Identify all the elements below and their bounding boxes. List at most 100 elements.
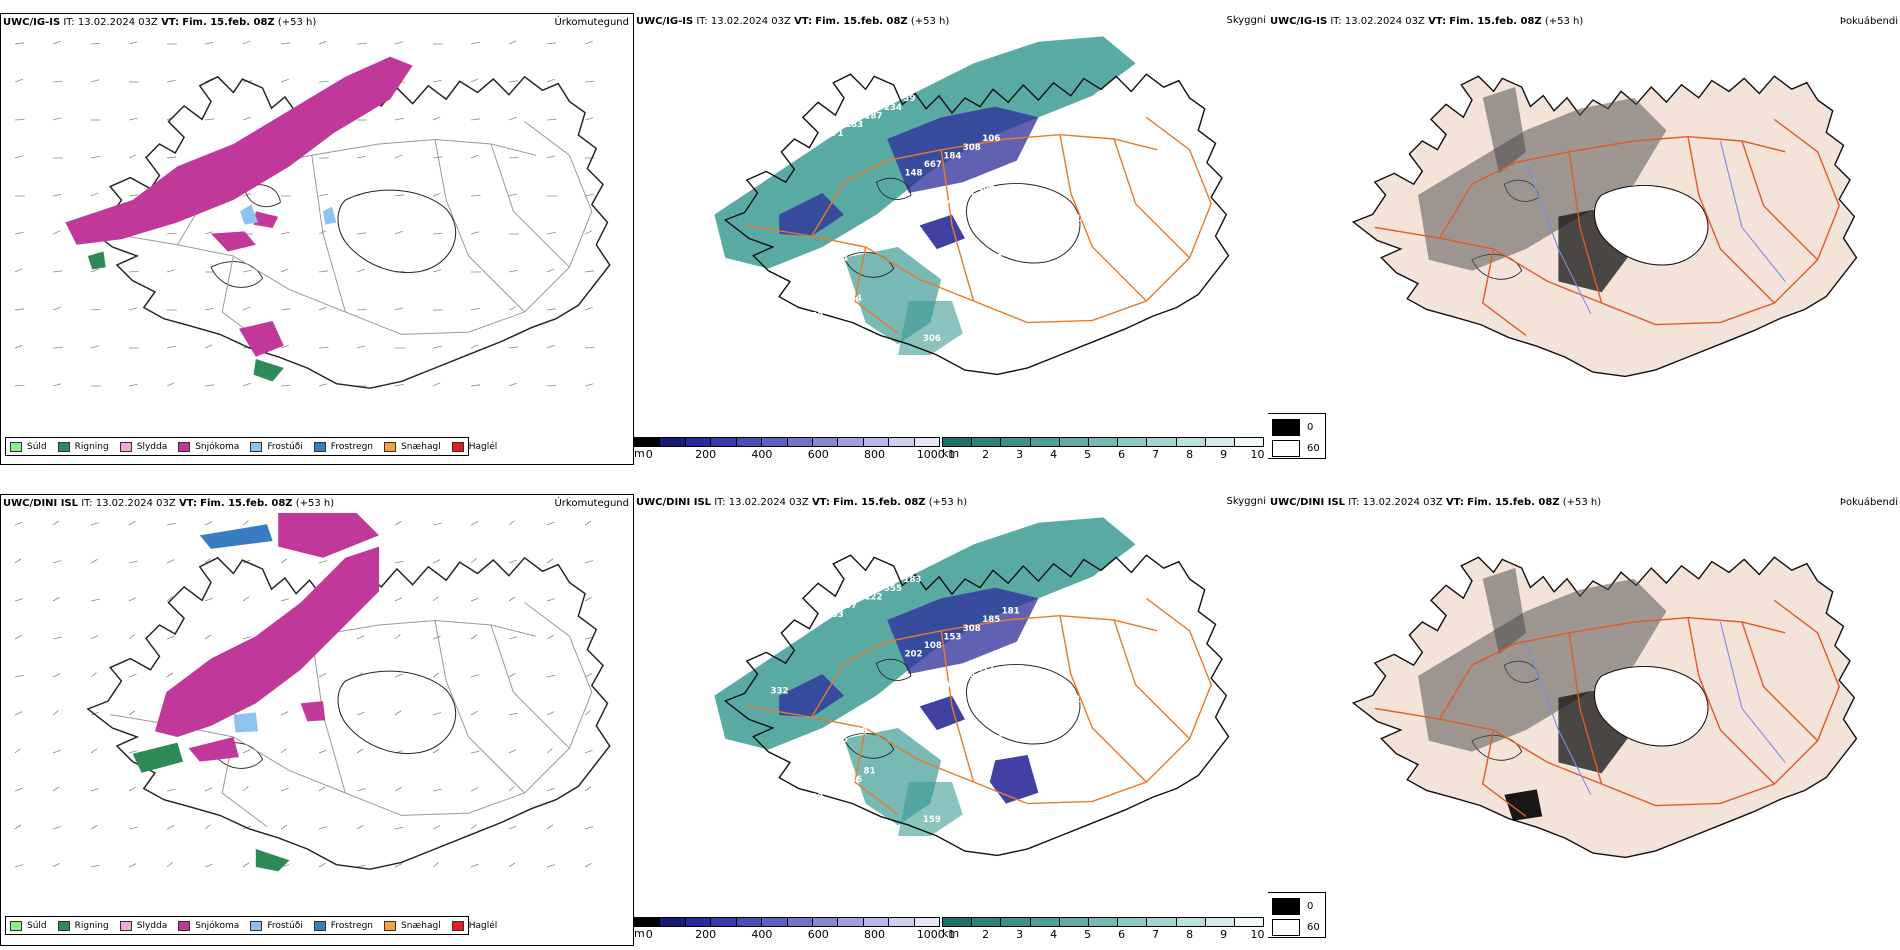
wind-barb xyxy=(14,598,24,602)
wind-barb xyxy=(394,863,403,868)
colorbar-cell xyxy=(1088,438,1119,446)
road-line xyxy=(1568,151,1603,304)
wind-barb xyxy=(14,308,25,311)
legend-label: Snæhagl xyxy=(401,920,441,931)
wind-barb xyxy=(432,825,441,830)
river-line xyxy=(1719,621,1786,763)
colorbar-cell xyxy=(685,438,712,446)
ceiling-value-label: 159 xyxy=(923,815,941,825)
snow-area xyxy=(65,56,413,245)
colorbar-unit: m xyxy=(634,927,645,940)
wind-barb xyxy=(166,596,173,602)
wind-barb xyxy=(242,40,251,45)
wind-barb xyxy=(508,382,517,387)
wind-barb xyxy=(508,786,515,792)
wind-barb xyxy=(356,711,365,716)
wind-barb xyxy=(508,520,515,526)
fog-legend-row: 60 xyxy=(1272,440,1320,457)
wind-barb xyxy=(470,558,477,564)
legend-label: Snjókoma xyxy=(195,920,240,931)
wind-barb xyxy=(280,748,287,754)
wind-barb xyxy=(280,308,291,311)
ceiling-value-label: 108 xyxy=(924,641,942,651)
colorbar-cell xyxy=(889,918,915,926)
wind-barb xyxy=(584,306,593,311)
road-line xyxy=(940,149,975,302)
ceiling-value-label: 251 xyxy=(996,655,1014,665)
ceiling-value-label: 184 xyxy=(943,151,961,161)
wind-barb xyxy=(242,382,251,387)
legend-swatch xyxy=(250,920,263,931)
ceiling-value-label: 401 xyxy=(747,89,765,99)
wind-barb xyxy=(318,673,327,678)
road-line xyxy=(490,143,570,268)
wind-barb xyxy=(90,42,101,45)
road-line xyxy=(1687,617,1775,785)
river-line xyxy=(1525,162,1592,315)
colorbar-tick-label: 0 xyxy=(645,928,653,941)
wind-barb xyxy=(242,749,251,754)
road-line xyxy=(1482,729,1527,817)
low-visibility-area xyxy=(898,782,963,836)
wind-barb xyxy=(584,80,595,83)
wind-barb xyxy=(470,194,481,197)
wind-barb xyxy=(508,156,519,159)
wind-barb xyxy=(128,826,138,830)
colorbar-cells xyxy=(634,917,940,927)
wind-barb xyxy=(432,522,442,526)
wind-barb xyxy=(546,384,557,387)
colorbar-cell xyxy=(1205,918,1235,926)
wind-barb xyxy=(14,748,21,754)
wind-barb xyxy=(318,826,328,830)
colorbar-cell xyxy=(736,918,763,926)
wind-barb xyxy=(394,383,404,387)
colorbar-tick-label: 10 xyxy=(1250,448,1265,461)
wind-barbs xyxy=(14,40,595,387)
wind-barb xyxy=(394,520,402,526)
colorbar-cell xyxy=(1234,918,1264,926)
colorbar-cell xyxy=(635,918,661,926)
fog-area xyxy=(1482,87,1526,174)
snow-area xyxy=(253,211,279,228)
wind-barb xyxy=(546,155,556,159)
rain-area xyxy=(253,359,284,382)
fog-map xyxy=(1351,556,1858,859)
coastline xyxy=(86,75,611,389)
wind-barb xyxy=(584,862,592,868)
wind-barb xyxy=(52,710,59,716)
wind-barb xyxy=(508,749,517,754)
wind-barb xyxy=(242,636,252,640)
map-layer xyxy=(65,56,611,389)
snow-area xyxy=(300,701,326,722)
road-line xyxy=(1059,134,1147,302)
wind-barb xyxy=(356,232,367,235)
legend-label: Snjókoma xyxy=(195,441,240,452)
colorbar-cell xyxy=(1001,918,1031,926)
wind-barb xyxy=(14,711,23,716)
wind-barb xyxy=(318,560,328,564)
colorbar-tick-label: 8 xyxy=(1186,928,1194,941)
colorbar-cell xyxy=(943,438,973,446)
legend-item: Rigning xyxy=(57,920,109,931)
colorbar-tick-label: 4 xyxy=(1050,928,1058,941)
wind-barb xyxy=(394,194,405,197)
ceiling-value-label: 667 xyxy=(924,160,942,170)
wind-barb xyxy=(356,635,365,640)
freezing-rain-area xyxy=(199,524,273,549)
panel-header: UWC/IG-IS IT: 13.02.2024 03Z VT: Fim. 15… xyxy=(636,16,950,27)
wind-barb xyxy=(52,596,60,602)
wind-barb xyxy=(52,230,61,235)
wind-barb xyxy=(128,634,135,640)
glacier-outline xyxy=(875,659,912,681)
colorbar-cell xyxy=(1176,438,1206,446)
ceiling-value-label: 333 xyxy=(919,690,937,700)
legend-swatch xyxy=(10,441,22,452)
wind-barb xyxy=(280,598,290,602)
low-ceiling-area xyxy=(887,587,1039,674)
glacier-outline xyxy=(843,733,895,759)
colorbar-cell xyxy=(1118,438,1148,446)
legend-label: Frostregn xyxy=(330,920,374,931)
wind-barb xyxy=(546,864,556,868)
wind-barb xyxy=(508,712,518,716)
legend-swatch xyxy=(57,920,70,931)
